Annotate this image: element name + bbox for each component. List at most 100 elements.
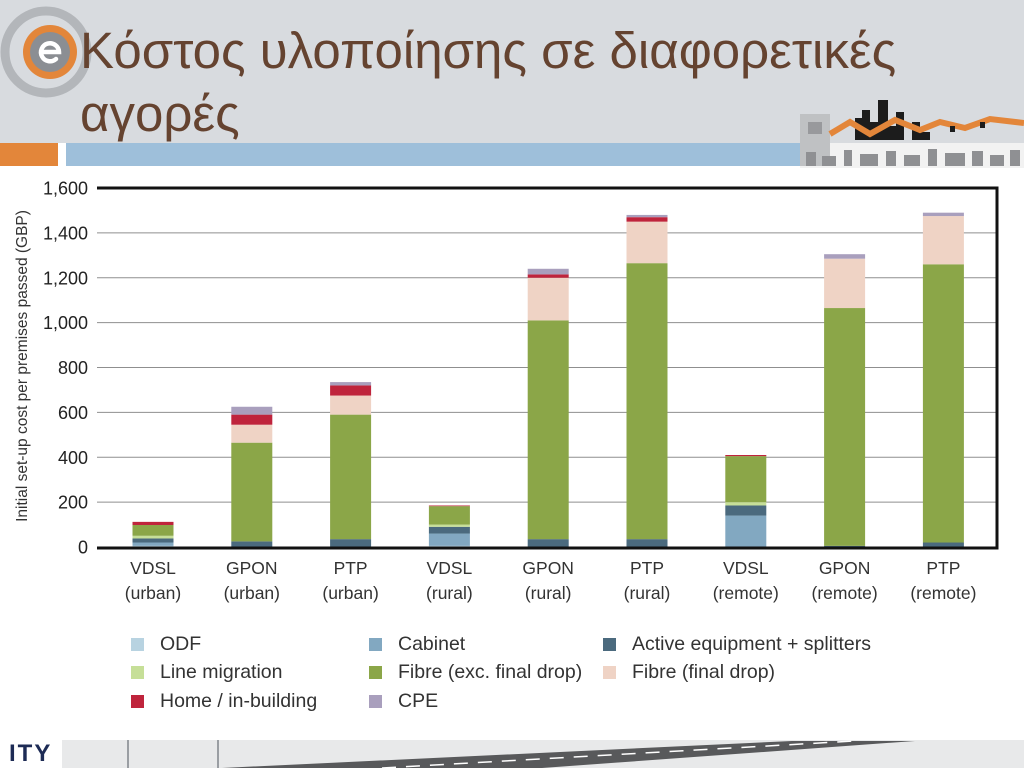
bar-segment-ptp-rural-cpe <box>626 214 668 218</box>
x-tick-label-ptp-rural: PTP (rural) <box>623 558 671 603</box>
bar-segment-vdsl-urban-active-equipment-splitters <box>132 538 174 543</box>
legend-swatch-odf <box>131 637 144 651</box>
legend-swatch-cabinet <box>369 637 382 651</box>
bar-vdsl-remote <box>725 455 767 547</box>
bar-segment-vdsl-remote-cabinet <box>725 515 767 547</box>
bar-segment-vdsl-rural-line-migration <box>428 524 470 527</box>
bar-segment-ptp-rural-active-equipment-splitters <box>626 539 668 547</box>
bar-segment-gpon-urban-cpe <box>231 406 273 415</box>
legend-swatch-active-equipment <box>603 637 616 651</box>
x-tick-label-vdsl-urban: VDSL (urban) <box>124 558 182 603</box>
bar-ptp-remote <box>922 212 964 547</box>
y-tick-label: 0 <box>78 538 88 558</box>
logo <box>0 6 92 98</box>
bar-segment-gpon-rural-fibre-final-drop <box>527 277 569 321</box>
x-tick-label-gpon-urban: GPON (urban) <box>223 558 280 603</box>
bar-segment-vdsl-remote-line-migration <box>725 502 767 506</box>
bar-segment-gpon-remote-active-equipment-splitters <box>824 545 866 547</box>
bar-segment-vdsl-remote-active-equipment-splitters <box>725 505 767 516</box>
bar-segment-vdsl-remote-fibre-exc-final-drop <box>725 456 767 503</box>
bar-segment-gpon-remote-cpe <box>824 254 866 259</box>
bar-segment-gpon-urban-home-in-building <box>231 414 273 425</box>
legend-item-cpe: CPE <box>369 687 603 716</box>
legend-label-cabinet: Cabinet <box>398 632 466 655</box>
bar-vdsl-urban <box>132 521 174 547</box>
plot-frame <box>97 186 999 550</box>
bar-segment-ptp-remote-fibre-exc-final-drop <box>922 264 964 543</box>
bar-segment-gpon-urban-active-equipment-splitters <box>231 541 273 547</box>
legend-label-odf: ODF <box>160 632 202 655</box>
road-shape <box>222 741 915 768</box>
y-tick-label: 1,600 <box>43 179 88 199</box>
bar-segment-vdsl-urban-home-in-building <box>132 521 174 526</box>
legend-swatch-line-migration <box>131 666 144 680</box>
legend-label-fibre-exc-final-drop: Fibre (exc. final drop) <box>398 661 583 684</box>
y-axis-ticks: 0 200 400 600 800 1,000 1,200 1,400 1,600 <box>43 179 88 558</box>
x-tick-label-vdsl-remote: VDSL (remote) <box>712 558 779 603</box>
y-axis-label: Initial set-up cost per premises passed … <box>14 210 31 522</box>
bar-segment-ptp-rural-fibre-exc-final-drop <box>626 263 668 540</box>
legend-label-home-in-building: Home / in-building <box>160 689 318 712</box>
bar-segment-gpon-rural-active-equipment-splitters <box>527 539 569 547</box>
y-tick-label: 1,400 <box>43 223 88 243</box>
bar-segment-gpon-urban-fibre-final-drop <box>231 424 273 443</box>
skyline-dot <box>950 126 955 132</box>
bar-vdsl-rural <box>428 505 470 547</box>
legend-label-fibre-final-drop: Fibre (final drop) <box>632 661 776 684</box>
bar-segment-vdsl-rural-odf <box>428 545 470 547</box>
legend-item-line-migration: Line migration <box>131 659 369 688</box>
bar-segment-vdsl-rural-active-equipment-splitters <box>428 526 470 534</box>
page-title: Κόστος υλοποίησης σε διαφορετικές αγορές <box>80 22 897 142</box>
y-tick-label: 1,000 <box>43 313 88 333</box>
footer-strip: ITY <box>0 740 1024 768</box>
chart-legend: ODF Cabinet Active equipment + splitters… <box>131 630 900 716</box>
stacked-bar-chart: Initial set-up cost per premises passed … <box>0 170 1024 620</box>
y-tick-label: 200 <box>58 493 88 513</box>
bar-segment-vdsl-urban-cabinet <box>132 542 174 546</box>
legend-label-active-equipment: Active equipment + splitters <box>632 632 871 655</box>
bar-segment-vdsl-urban-fibre-exc-final-drop <box>132 525 174 536</box>
legend-item-odf: ODF <box>131 630 369 659</box>
road-centre-line <box>381 740 855 768</box>
y-tick-label: 400 <box>58 448 88 468</box>
legend-item-cabinet: Cabinet <box>369 630 603 659</box>
x-tick-label-vdsl-rural: VDSL (rural) <box>426 558 473 603</box>
header-accent-blue <box>66 143 802 166</box>
y-tick-label: 1,200 <box>43 268 88 288</box>
bar-segment-ptp-urban-home-in-building <box>330 385 372 396</box>
legend-item-active-equipment: Active equipment + splitters <box>603 630 900 659</box>
footer-logo: ITY <box>0 740 62 768</box>
legend-item-fibre-final-drop: Fibre (final drop) <box>603 659 900 688</box>
bar-segment-ptp-urban-fibre-exc-final-drop <box>330 414 372 540</box>
bars <box>132 212 964 547</box>
legend-item-fibre-exc-final-drop: Fibre (exc. final drop) <box>369 659 603 688</box>
bar-segment-ptp-remote-active-equipment-splitters <box>922 542 964 547</box>
bar-segment-ptp-rural-fibre-final-drop <box>626 221 668 264</box>
y-tick-label: 800 <box>58 358 88 378</box>
skyline-city-strip <box>806 149 1020 166</box>
legend-label-line-migration: Line migration <box>160 661 283 684</box>
bar-segment-ptp-urban-active-equipment-splitters <box>330 539 372 547</box>
bar-segment-gpon-remote-fibre-exc-final-drop <box>824 308 866 546</box>
legend-swatch-home-in-building <box>131 694 144 708</box>
bar-segment-vdsl-rural-home-in-building <box>428 505 470 507</box>
bar-segment-gpon-rural-home-in-building <box>527 274 569 278</box>
bar-segment-vdsl-rural-cabinet <box>428 533 470 546</box>
legend-label-cpe: CPE <box>398 689 439 712</box>
bar-segment-ptp-remote-cpe <box>922 212 964 217</box>
y-tick-label: 600 <box>58 403 88 423</box>
bar-segment-gpon-rural-cpe <box>527 268 569 275</box>
bar-segment-vdsl-rural-fibre-exc-final-drop <box>428 506 470 525</box>
bar-segment-ptp-rural-home-in-building <box>626 217 668 222</box>
bar-gpon-rural <box>527 268 569 547</box>
bar-segment-vdsl-urban-odf <box>132 545 174 547</box>
footer-logo-text: ITY <box>9 740 53 767</box>
x-tick-label-ptp-urban: PTP (urban) <box>322 558 379 603</box>
x-tick-label-gpon-rural: GPON (rural) <box>522 558 574 603</box>
header-accent-orange <box>0 143 58 166</box>
header-background <box>0 0 1024 143</box>
bar-segment-gpon-urban-fibre-exc-final-drop <box>231 442 273 542</box>
bar-segment-ptp-remote-fibre-final-drop <box>922 216 964 265</box>
logo-outer-ring <box>0 6 92 98</box>
bar-segment-vdsl-remote-home-in-building <box>725 455 767 457</box>
